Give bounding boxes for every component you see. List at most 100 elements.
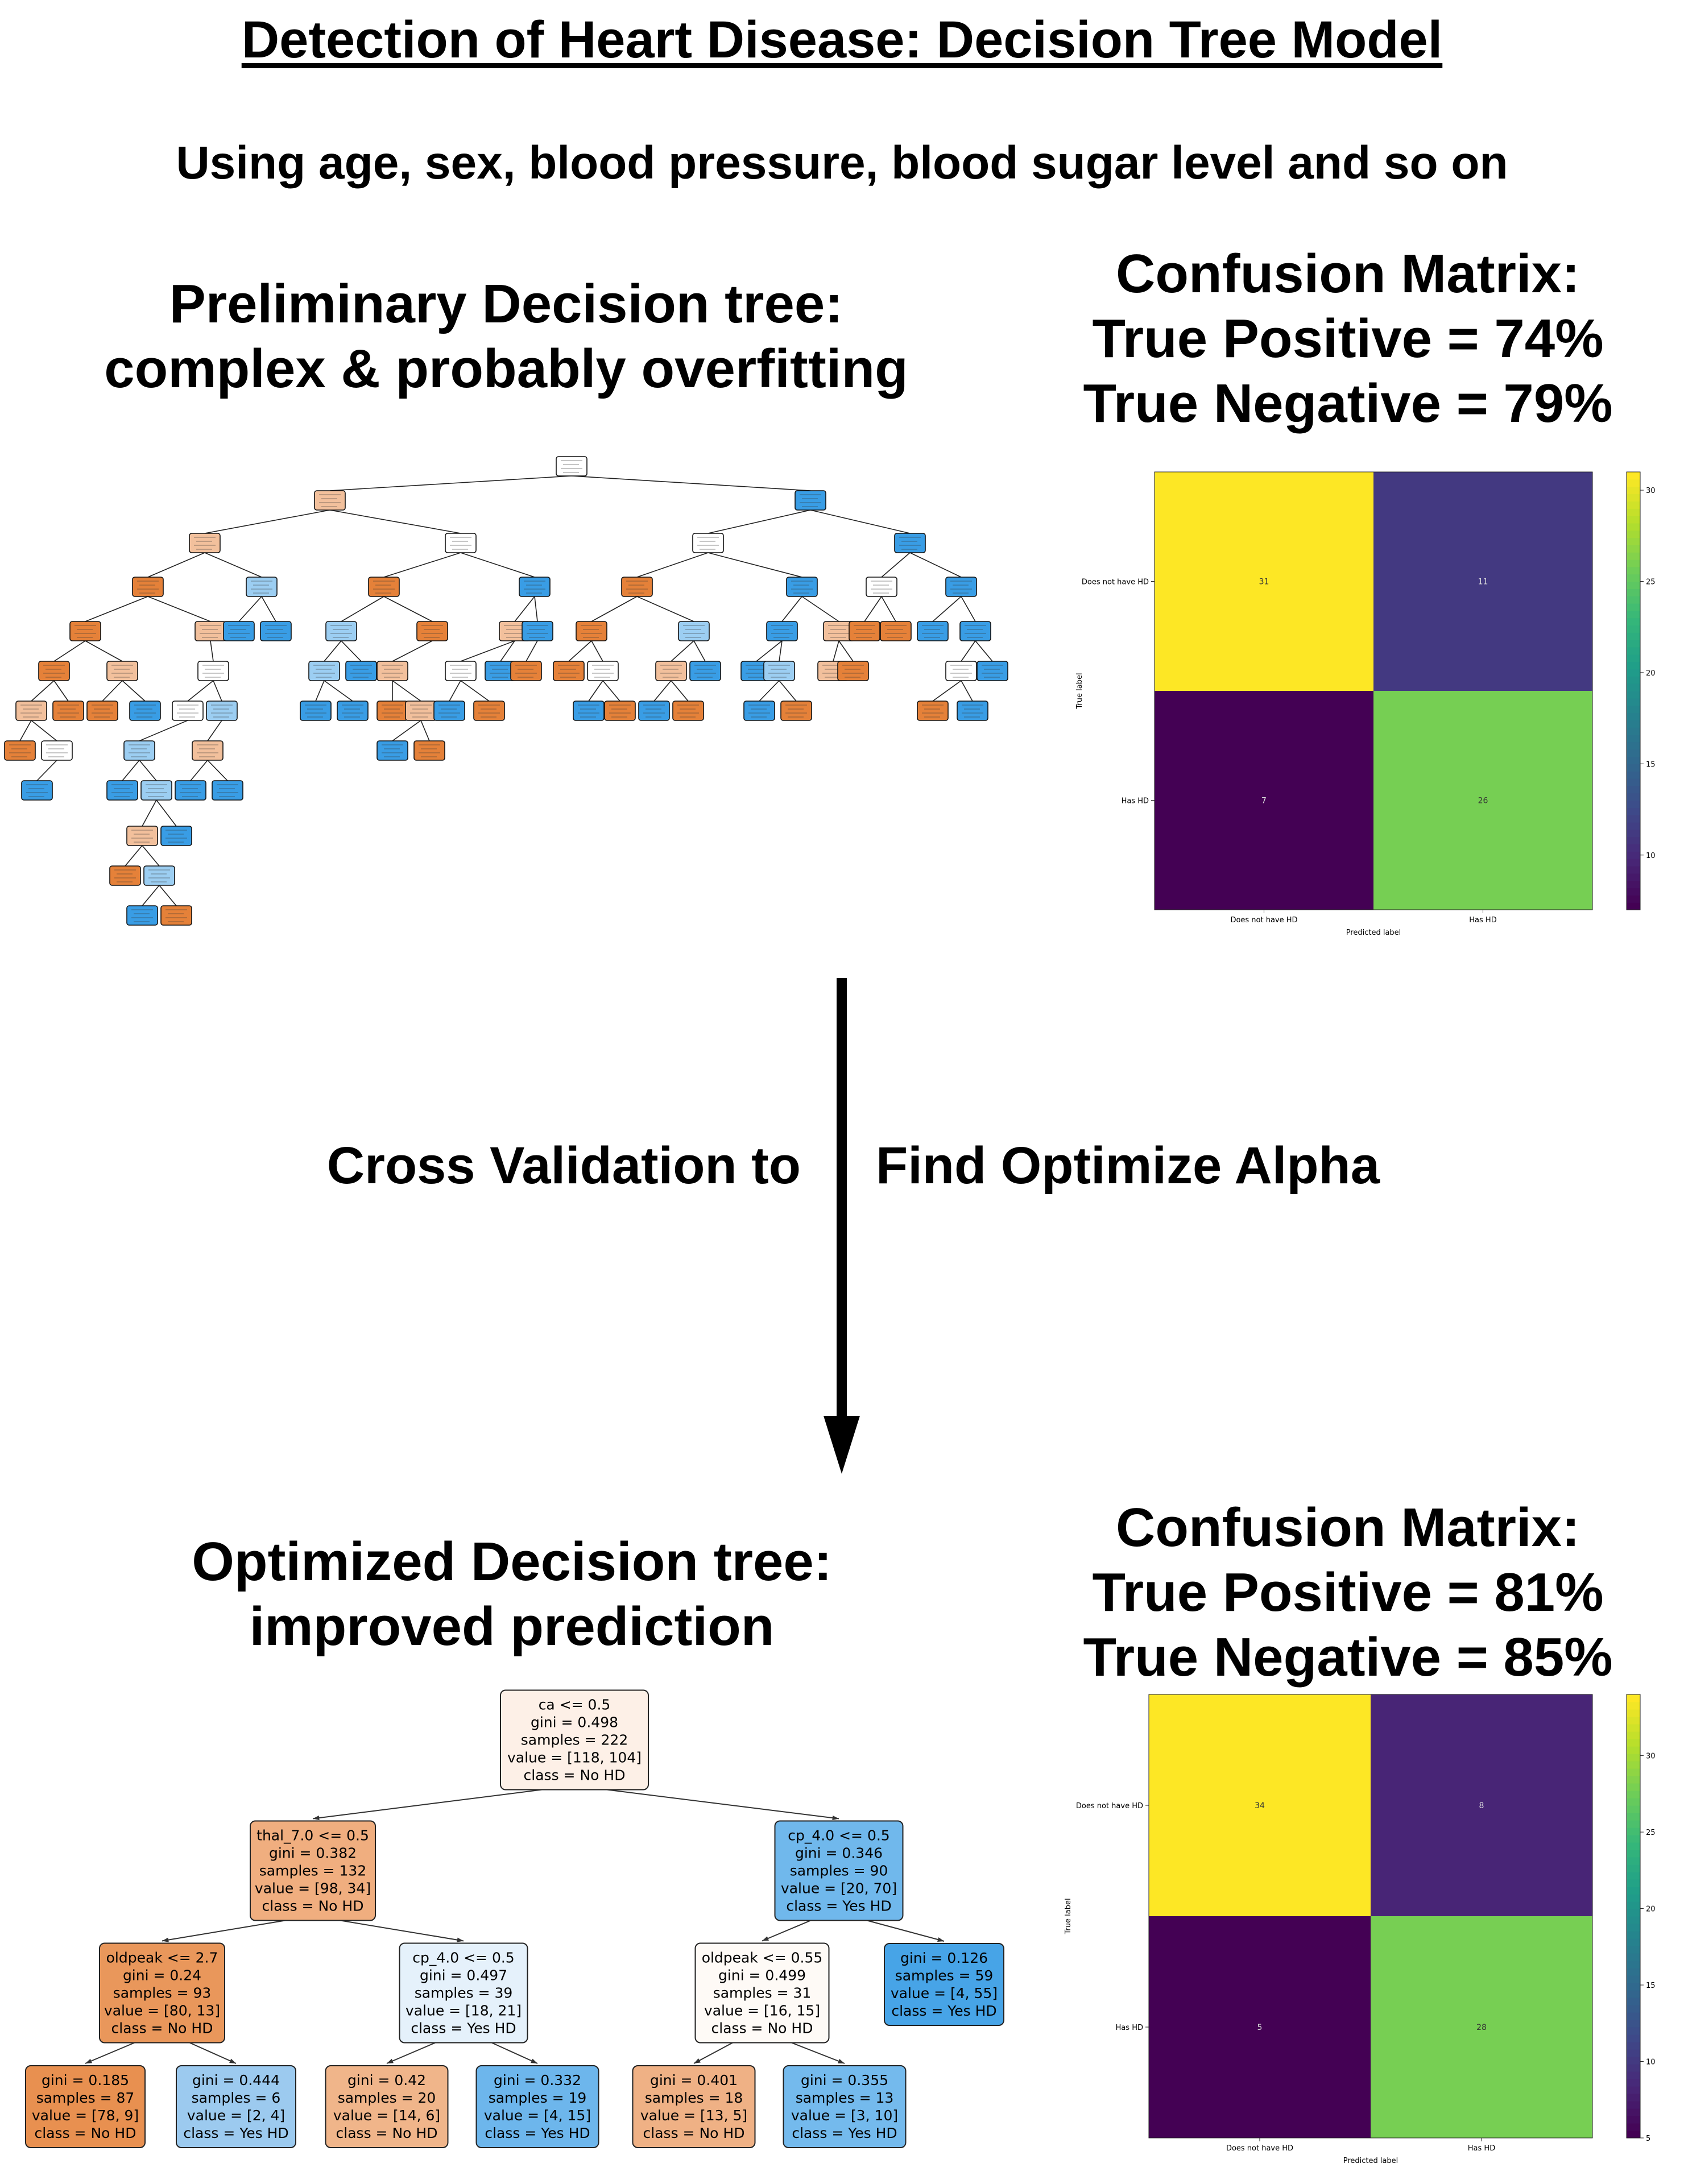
tree-node — [553, 661, 585, 681]
node-line: value = [13, 5] — [640, 2107, 747, 2124]
colorbar-tick-label: 25 — [1646, 1829, 1656, 1837]
node-box — [795, 490, 826, 511]
colorbar-segment — [1627, 880, 1640, 889]
cell-value: 7 — [1261, 797, 1267, 806]
node-line: oldpeak <= 2.7 — [106, 1950, 218, 1966]
tree-node — [587, 661, 619, 681]
tree-edge — [207, 720, 222, 741]
node-box — [587, 661, 619, 681]
node-line: samples = 222 — [521, 1732, 628, 1748]
optimized-confusion-matrix: 34 8 5 28 Does not have HD Has HD Does not hav… — [1064, 1694, 1656, 2165]
node-box — [15, 701, 47, 721]
tree-edge — [85, 640, 123, 662]
down-arrow — [824, 978, 860, 1474]
tree-edge — [864, 596, 882, 622]
tree-node — [473, 701, 505, 721]
tree-node — [160, 826, 192, 846]
tree-node — [894, 533, 926, 553]
cell-value: 26 — [1478, 797, 1488, 806]
tree-node — [172, 701, 204, 721]
tree-edge — [460, 552, 535, 578]
colorbar-segment — [1627, 1864, 1640, 1872]
tree-edge — [671, 640, 694, 662]
colorbar-segment — [1627, 669, 1640, 677]
node-box — [69, 621, 101, 641]
colorbar-segment — [1627, 720, 1640, 728]
tree-edge — [147, 596, 211, 622]
colorbar-segment — [1627, 596, 1640, 604]
tree-edge — [460, 680, 490, 702]
node-box — [192, 740, 224, 761]
colorbar-segment — [1627, 836, 1640, 845]
tree-edge — [588, 680, 603, 702]
colorbar-segment — [1627, 2027, 1640, 2035]
colorbar-segment — [1627, 1835, 1640, 1843]
tree-edge — [85, 596, 148, 622]
node-line: class = Yes HD — [485, 2125, 590, 2141]
tree-node — [325, 621, 357, 641]
colorbar-tick-label: 20 — [1646, 669, 1655, 678]
colorbar-segment — [1627, 1827, 1640, 1835]
row-tick-label: Does not have HD — [1082, 578, 1149, 587]
node-box — [416, 621, 448, 641]
colorbar-segment — [1627, 1842, 1640, 1850]
node-box — [41, 740, 73, 761]
colorbar-segment — [1627, 1916, 1640, 1924]
col-tick-label: Has HD — [1469, 916, 1496, 925]
colorbar-segment — [1627, 1938, 1640, 1946]
tree-edge — [932, 596, 962, 622]
node-box — [774, 1820, 904, 1921]
tree-edge — [449, 680, 461, 702]
tree-edge — [932, 680, 962, 702]
node-line: gini = 0.355 — [801, 2072, 888, 2088]
tree-node — [522, 621, 553, 641]
row-tick-label: Does not have HD — [1076, 1802, 1143, 1810]
colorbar-tick-label: 30 — [1646, 487, 1655, 495]
node-box — [376, 740, 408, 761]
node-line: gini = 0.332 — [494, 2072, 581, 2088]
node-box — [160, 826, 192, 846]
optimized-matrix-heading: Confusion Matrix: True Positive = 81% Tr… — [1046, 1495, 1649, 1690]
node-line: value = [4, 15] — [484, 2107, 591, 2124]
tree-node — [109, 865, 141, 886]
tree-edge — [213, 680, 222, 702]
colorbar-segment — [1627, 2020, 1640, 2028]
node-box — [445, 661, 477, 681]
node-box — [129, 701, 161, 721]
node-line: class = No HD — [111, 2020, 213, 2037]
node-line: gini = 0.444 — [192, 2072, 280, 2088]
node-box — [692, 533, 724, 553]
tree-node — [678, 621, 710, 641]
node-box — [175, 780, 206, 801]
node-box — [197, 661, 229, 681]
tree-node — [160, 905, 192, 926]
node-line: class = Yes HD — [786, 1898, 891, 1914]
tree-edge — [591, 640, 603, 662]
tree-edge — [693, 2042, 733, 2064]
colorbar-segment — [1627, 661, 1640, 670]
colorbar-segment — [1627, 486, 1640, 495]
tree-edge — [315, 680, 325, 702]
tree-edge — [392, 680, 421, 702]
node-box — [866, 577, 897, 597]
node-box — [977, 661, 1008, 681]
node-line: cp_4.0 <= 0.5 — [788, 1827, 889, 1844]
node-line: value = [3, 10] — [791, 2107, 898, 2124]
colorbar-segment — [1627, 2064, 1640, 2072]
node-box — [106, 780, 138, 801]
colorbar-segment — [1627, 479, 1640, 487]
colorbar-segment — [1627, 1946, 1640, 1954]
tree-node — [4, 740, 36, 761]
tree-node — [192, 740, 224, 761]
tree-node — [38, 661, 70, 681]
matrix-cell — [1155, 691, 1373, 910]
colorbar-segment — [1627, 632, 1640, 640]
node-box — [250, 1820, 376, 1921]
tree-edge — [833, 640, 839, 662]
colorbar-segment — [1627, 552, 1640, 560]
